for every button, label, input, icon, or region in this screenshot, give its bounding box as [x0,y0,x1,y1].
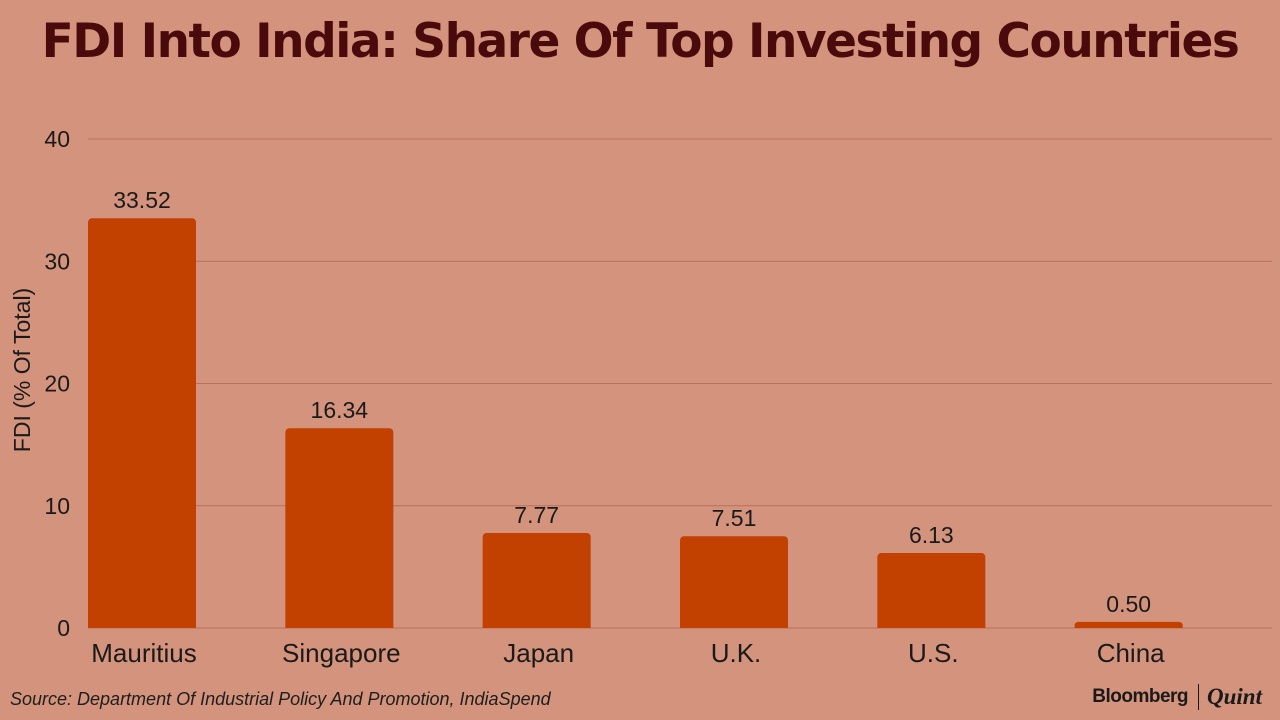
chart-title: FDI Into India: Share Of Top Investing C… [41,14,1240,69]
y-tick-label: 20 [44,371,70,397]
value-label: 6.13 [909,522,954,548]
bar-base [680,624,788,628]
brand-quint: Quint [1207,684,1262,709]
bar-base [88,624,196,628]
category-label: China [1097,638,1165,668]
y-tick-label: 0 [57,615,70,641]
bar-base [285,624,394,628]
y-axis-label: FDI (% Of Total) [9,288,35,452]
bar-us [877,553,986,628]
category-label: Japan [503,638,574,668]
y-tick-label: 30 [44,248,70,274]
bars [88,218,1183,628]
bar-base [877,624,986,628]
value-label: 7.51 [712,505,757,531]
bar-uk [680,536,788,628]
category-label: U.S. [908,638,959,668]
labels: 0 10 20 30 40 33.52 Mauritius 16.34 Singapore 7.7… [44,126,1165,668]
brand-divider [1198,684,1200,710]
bar-mauritius [88,218,196,628]
brand-bloomberg: Bloomberg [1092,686,1189,707]
source-note: Source: Department Of Industrial Policy … [10,689,551,709]
value-label: 0.50 [1106,591,1151,617]
brand-logo: Bloomberg Quint [1092,684,1262,710]
bar-base [482,624,591,628]
value-label: 16.34 [311,397,369,423]
category-label: Mauritius [91,638,196,668]
category-label: U.K. [711,638,762,668]
category-label: Singapore [282,638,401,668]
bar-japan [482,533,591,628]
bar-singapore [285,428,394,628]
bar-base [1074,624,1183,628]
value-label: 7.77 [514,502,559,528]
y-tick-label: 10 [44,493,70,519]
value-label: 33.52 [113,187,171,213]
y-tick-label: 40 [44,126,70,152]
